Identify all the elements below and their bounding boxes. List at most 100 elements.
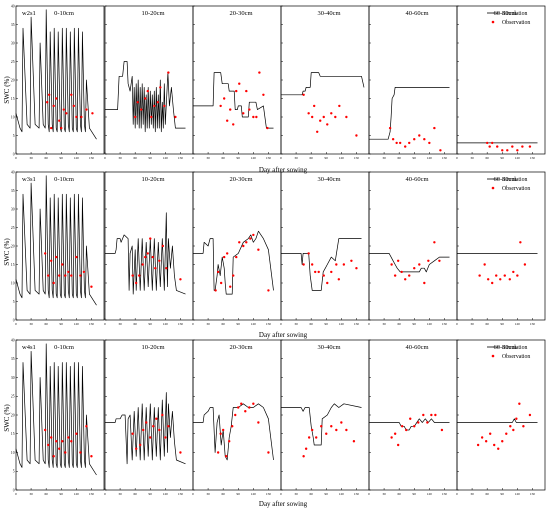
- observation-point: [512, 428, 515, 432]
- observation-point: [434, 413, 437, 417]
- x-tick-label: 120: [74, 156, 79, 160]
- observation-point: [55, 97, 58, 100]
- simulation-line: [281, 72, 365, 96]
- observation-point: [506, 149, 509, 152]
- observation-point: [67, 270, 70, 274]
- observation-point: [267, 289, 270, 292]
- observation-point: [149, 436, 152, 439]
- x-tick-label: 0: [192, 156, 194, 160]
- legend-observation-swatch: [491, 354, 495, 358]
- observation-point: [82, 270, 86, 274]
- layer-label: 30-40cm: [317, 10, 340, 17]
- observation-point: [337, 278, 341, 281]
- observation-point: [137, 274, 141, 277]
- x-tick-label: 150: [530, 156, 535, 160]
- x-tick-label: 0: [368, 322, 370, 326]
- y-tick-label: 40: [11, 338, 15, 342]
- observation-point: [150, 115, 153, 119]
- observation-point: [144, 97, 147, 100]
- observation-point: [493, 443, 496, 447]
- observation-point: [158, 428, 161, 432]
- observation-point: [155, 417, 158, 420]
- observation-point: [64, 274, 67, 277]
- observation-point: [267, 451, 270, 454]
- simulation-line: [281, 238, 362, 291]
- y-axis-label-row-2: SWC (%): [3, 238, 11, 266]
- observation-point: [522, 425, 525, 428]
- treatment-label: w4s1: [22, 344, 36, 351]
- observation-point: [430, 413, 433, 417]
- observation-point: [512, 270, 515, 274]
- layer-label: 0-10cm: [54, 176, 74, 183]
- observation-point: [225, 119, 229, 122]
- observation-point: [488, 145, 491, 148]
- observation-point: [257, 248, 260, 251]
- observation-point: [413, 425, 416, 428]
- observation-point: [505, 432, 508, 435]
- simulation-line: [457, 418, 538, 423]
- observation-point: [75, 432, 78, 435]
- layer-label: 20-30cm: [229, 176, 252, 183]
- x-tick-label: 60: [221, 322, 225, 326]
- layer-label: 40-60cm: [405, 10, 428, 17]
- x-tick-label: 0: [192, 492, 194, 496]
- observation-point: [322, 274, 325, 277]
- x-tick-label: 150: [530, 492, 535, 496]
- observation-point: [310, 428, 314, 432]
- observation-point: [400, 425, 404, 428]
- x-tick-label: 90: [413, 492, 417, 496]
- observation-point: [320, 425, 323, 428]
- observation-point: [58, 119, 61, 122]
- x-tick-label: 30: [382, 492, 386, 496]
- x-tick-label: 30: [206, 322, 210, 326]
- observation-point: [258, 71, 261, 74]
- x-axis-label-row-1: Day after sowing: [259, 166, 308, 174]
- x-tick-label: 120: [251, 156, 256, 160]
- observation-point: [158, 259, 161, 262]
- observation-point: [46, 443, 50, 447]
- x-tick-label: 150: [178, 156, 183, 160]
- y-tick-label: 20: [11, 413, 15, 417]
- observation-point: [70, 274, 73, 277]
- layer-label: 30-40cm: [317, 344, 340, 351]
- treatment-label: w3s1: [22, 176, 36, 183]
- observation-point: [80, 115, 83, 119]
- x-tick-label: 30: [29, 156, 33, 160]
- x-tick-label: 0: [456, 322, 458, 326]
- observation-point: [340, 421, 343, 424]
- observation-point: [409, 417, 412, 420]
- observation-point: [304, 447, 308, 450]
- legend-simulation-label: Simulation: [502, 345, 528, 351]
- observation-point: [302, 263, 305, 266]
- observation-point: [50, 259, 53, 262]
- observation-point: [61, 440, 64, 443]
- y-tick-label: 30: [11, 376, 15, 380]
- y-tick-label: 35: [11, 357, 15, 361]
- observation-point: [499, 278, 502, 281]
- x-tick-label: 90: [237, 492, 241, 496]
- observation-point: [395, 141, 398, 145]
- x-tick-label: 150: [89, 492, 94, 496]
- observation-point: [312, 104, 316, 108]
- x-tick-label: 90: [325, 492, 329, 496]
- x-tick-label: 30: [294, 322, 298, 326]
- observation-point: [146, 252, 149, 255]
- observation-point: [478, 274, 481, 277]
- y-tick-label: 15: [11, 432, 15, 436]
- observation-point: [440, 428, 444, 432]
- x-tick-label: 90: [237, 322, 241, 326]
- observation-point: [238, 82, 241, 85]
- observation-point: [428, 141, 431, 145]
- observation-point: [214, 289, 217, 292]
- observation-point: [146, 89, 149, 93]
- x-tick-label: 0: [456, 156, 458, 160]
- observation-point: [252, 402, 255, 405]
- observation-point: [405, 428, 408, 432]
- observation-point: [438, 259, 441, 262]
- observation-point: [400, 270, 403, 274]
- x-tick-label: 150: [178, 322, 183, 326]
- observation-point: [315, 436, 318, 439]
- observation-point: [326, 123, 329, 126]
- observation-point: [140, 108, 143, 111]
